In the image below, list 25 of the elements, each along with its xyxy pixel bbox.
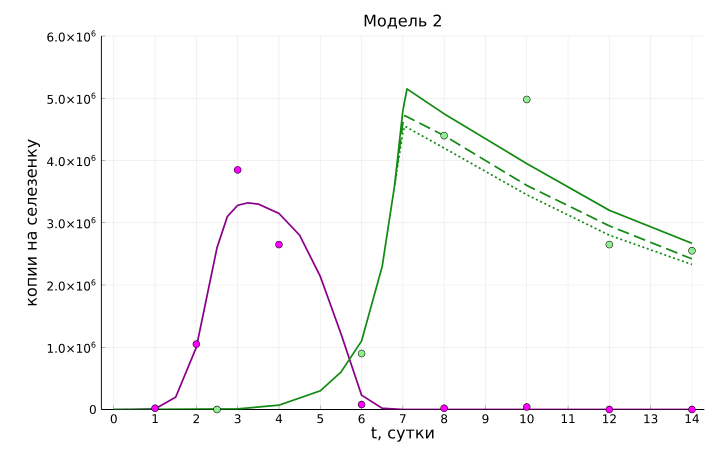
- y-axis-title: копии на селезенку: [28, 139, 40, 306]
- x-tick-label: 12: [603, 414, 616, 424]
- x-tick-label: 0: [110, 414, 117, 424]
- y-tick-label: 1.0×10$^{6}$: [48, 342, 96, 353]
- y-tick-label: 4.0×10$^{6}$: [47, 154, 96, 166]
- x-tick-label: 4: [276, 414, 282, 424]
- x-tick-label: 5: [317, 414, 324, 424]
- x-tick-label: 1: [152, 414, 158, 424]
- y-tick-label: 6.0×10$^{6}$: [47, 30, 96, 42]
- x-tick-label: 9: [482, 414, 488, 424]
- x-tick-label: 2: [193, 414, 199, 424]
- x-axis-title: t, сутки: [371, 427, 434, 442]
- x-tick-label: 13: [644, 414, 658, 424]
- y-tick-label: 3.0×10$^{6}$: [47, 217, 96, 228]
- x-tick-label: 7: [400, 414, 406, 424]
- x-tick-label: 8: [441, 414, 448, 424]
- y-tick-label: 0: [90, 405, 96, 414]
- x-tick-label: 3: [234, 414, 241, 424]
- y-tick-label: 5.0×10$^{6}$: [47, 92, 96, 104]
- x-tick-label: 11: [562, 414, 575, 424]
- x-tick-label: 6: [358, 414, 365, 424]
- x-tick-label: 14: [686, 414, 699, 424]
- chart-title: Модель 2: [364, 14, 441, 29]
- y-tick-label: 2.0×10$^{6}$: [47, 279, 96, 291]
- x-tick-label: 10: [520, 414, 534, 424]
